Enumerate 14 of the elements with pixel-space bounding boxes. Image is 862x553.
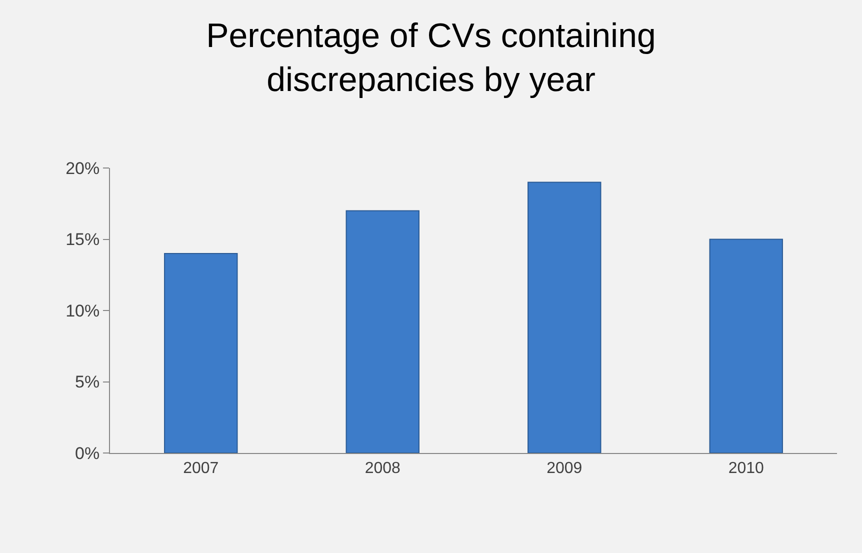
y-tick-label: 0% xyxy=(75,444,100,463)
y-tick-label: 20% xyxy=(66,158,100,178)
chart-title: Percentage of CVs containing discrepancies by year xyxy=(206,17,656,100)
y-tick-label: 10% xyxy=(66,301,100,320)
x-tick-label: 2007 xyxy=(183,460,219,478)
bar xyxy=(528,182,602,453)
x-tick-label: 2008 xyxy=(364,460,401,478)
x-tick-label: 2009 xyxy=(546,460,582,478)
bar xyxy=(346,210,420,453)
bar xyxy=(709,238,783,453)
bar xyxy=(164,253,238,453)
x-tick-label: 2010 xyxy=(728,460,764,478)
y-tick-label: 5% xyxy=(75,372,100,392)
y-tick-label: 15% xyxy=(66,230,100,250)
